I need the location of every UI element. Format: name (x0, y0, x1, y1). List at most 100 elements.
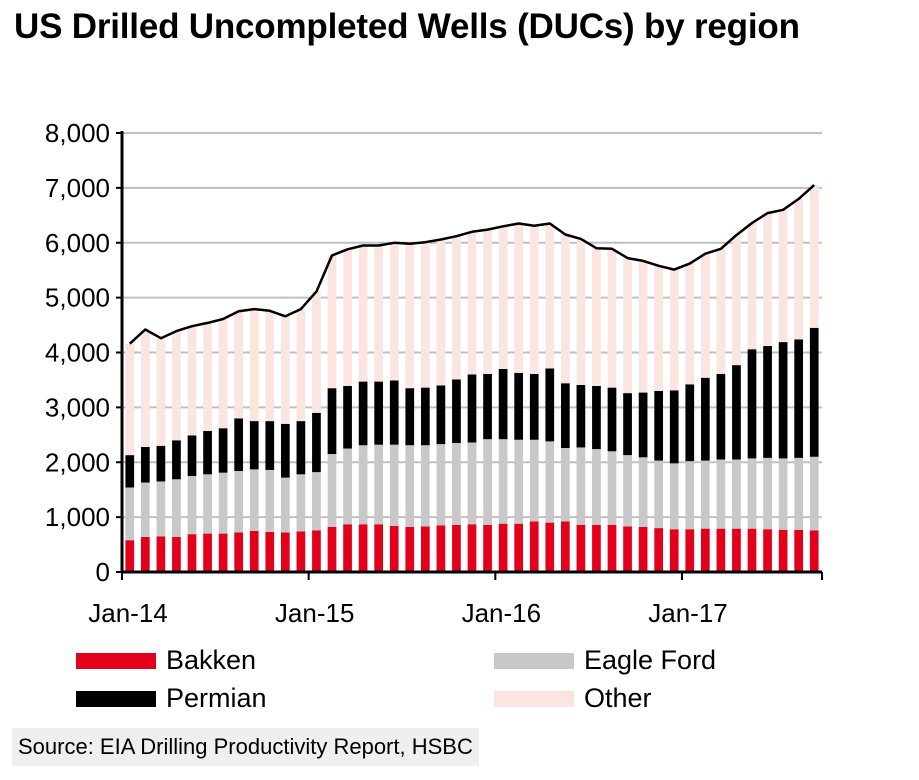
bar-permian (529, 373, 539, 440)
bar-other (747, 222, 757, 350)
bar-eagle-ford (623, 455, 632, 527)
bar-permian (669, 390, 679, 464)
bar-bakken (560, 521, 570, 572)
bar-permian (312, 412, 321, 473)
bar-other (280, 316, 290, 424)
y-tick-label: 6,000 (45, 228, 110, 258)
bar-eagle-ford (716, 459, 726, 529)
bar-bakken (529, 521, 539, 572)
x-tick-label: Jan-15 (275, 598, 355, 628)
y-tick-label: 4,000 (45, 338, 110, 368)
bar-other (140, 329, 150, 447)
bar-permian (560, 383, 570, 448)
legend-swatch-other (494, 691, 574, 707)
bar-bakken (125, 540, 135, 572)
bar-other (125, 343, 135, 456)
bar-bakken (218, 533, 228, 572)
legend-label-permian: Permian (166, 683, 267, 713)
y-tick-label: 2,000 (45, 447, 110, 477)
bar-bakken (623, 526, 632, 572)
bar-eagle-ford (343, 448, 352, 525)
bar-permian (327, 388, 337, 455)
bar-permian (576, 384, 586, 448)
bar-permian (716, 373, 726, 460)
bar-bakken (327, 527, 337, 572)
total-line (128, 184, 816, 345)
bar-other (358, 245, 368, 382)
bar-eagle-ford (358, 445, 368, 525)
legend-label-other: Other (584, 683, 652, 713)
bar-eagle-ford (203, 474, 212, 534)
legend-swatch-bakken (76, 653, 156, 669)
bar-eagle-ford (218, 472, 228, 534)
bar-other (763, 213, 772, 346)
bar-other (483, 229, 492, 374)
bar-eagle-ford (576, 447, 586, 525)
bars (125, 185, 819, 572)
bar-bakken (234, 532, 244, 572)
bar-permian (140, 446, 150, 483)
bar-other (498, 226, 508, 369)
bar-permian (218, 428, 228, 473)
bar-permian (498, 368, 508, 440)
bar-bakken (747, 528, 757, 572)
legend-swatch-eagle-ford (494, 653, 574, 669)
bar-bakken (716, 528, 726, 572)
bar-bakken (358, 524, 368, 572)
bar-other (576, 238, 586, 385)
bar-bakken (452, 524, 461, 572)
bar-eagle-ford (778, 458, 788, 530)
bar-other (685, 263, 695, 385)
bar-other (794, 198, 804, 340)
x-tick-label: Jan-16 (462, 598, 542, 628)
bar-permian (125, 455, 135, 488)
bar-bakken (280, 532, 290, 572)
bar-eagle-ford (327, 454, 337, 528)
bar-bakken (809, 530, 819, 572)
bar-bakken (374, 524, 384, 572)
bar-permian (514, 372, 524, 440)
bar-other (560, 234, 570, 384)
bar-other (249, 309, 259, 422)
bar-permian (778, 342, 788, 459)
bar-eagle-ford (312, 472, 321, 531)
axes: 0 1,000 2,000 3,000 4,000 5,000 6,000 7,000 8,00… (45, 118, 823, 628)
bar-other (156, 338, 166, 446)
bar-other (669, 269, 679, 391)
bar-permian (685, 384, 695, 462)
bar-bakken (343, 524, 352, 572)
bar-other (545, 223, 555, 369)
bar-eagle-ford (700, 460, 710, 529)
bar-permian (203, 430, 212, 475)
bar-other (778, 209, 788, 343)
bar-bakken (654, 528, 664, 572)
bar-permian (405, 388, 415, 446)
bar-bakken (312, 530, 321, 572)
bar-permian (623, 393, 632, 456)
bar-other (265, 310, 275, 422)
bar-permian (436, 385, 446, 445)
bar-permian (809, 327, 819, 457)
y-tick-label: 5,000 (45, 283, 110, 313)
total-line-layer (128, 184, 816, 345)
bar-other (234, 311, 244, 419)
y-tick-label: 7,000 (45, 173, 110, 203)
bar-other (187, 326, 197, 436)
bar-bakken (420, 526, 430, 572)
bar-other (716, 248, 726, 374)
bar-eagle-ford (794, 457, 804, 530)
bar-bakken (405, 527, 415, 572)
bar-eagle-ford (732, 459, 741, 529)
bar-bakken (483, 524, 492, 572)
bar-permian (452, 379, 461, 444)
bar-other (296, 309, 306, 422)
bar-eagle-ford (187, 475, 197, 535)
bar-bakken (592, 524, 601, 572)
bar-other (436, 239, 446, 386)
bar-bakken (778, 529, 788, 572)
bar-other (452, 236, 461, 380)
bar-permian (296, 421, 306, 475)
bar-permian (420, 387, 430, 446)
bar-permian (280, 423, 290, 478)
bar-eagle-ford (763, 457, 772, 530)
